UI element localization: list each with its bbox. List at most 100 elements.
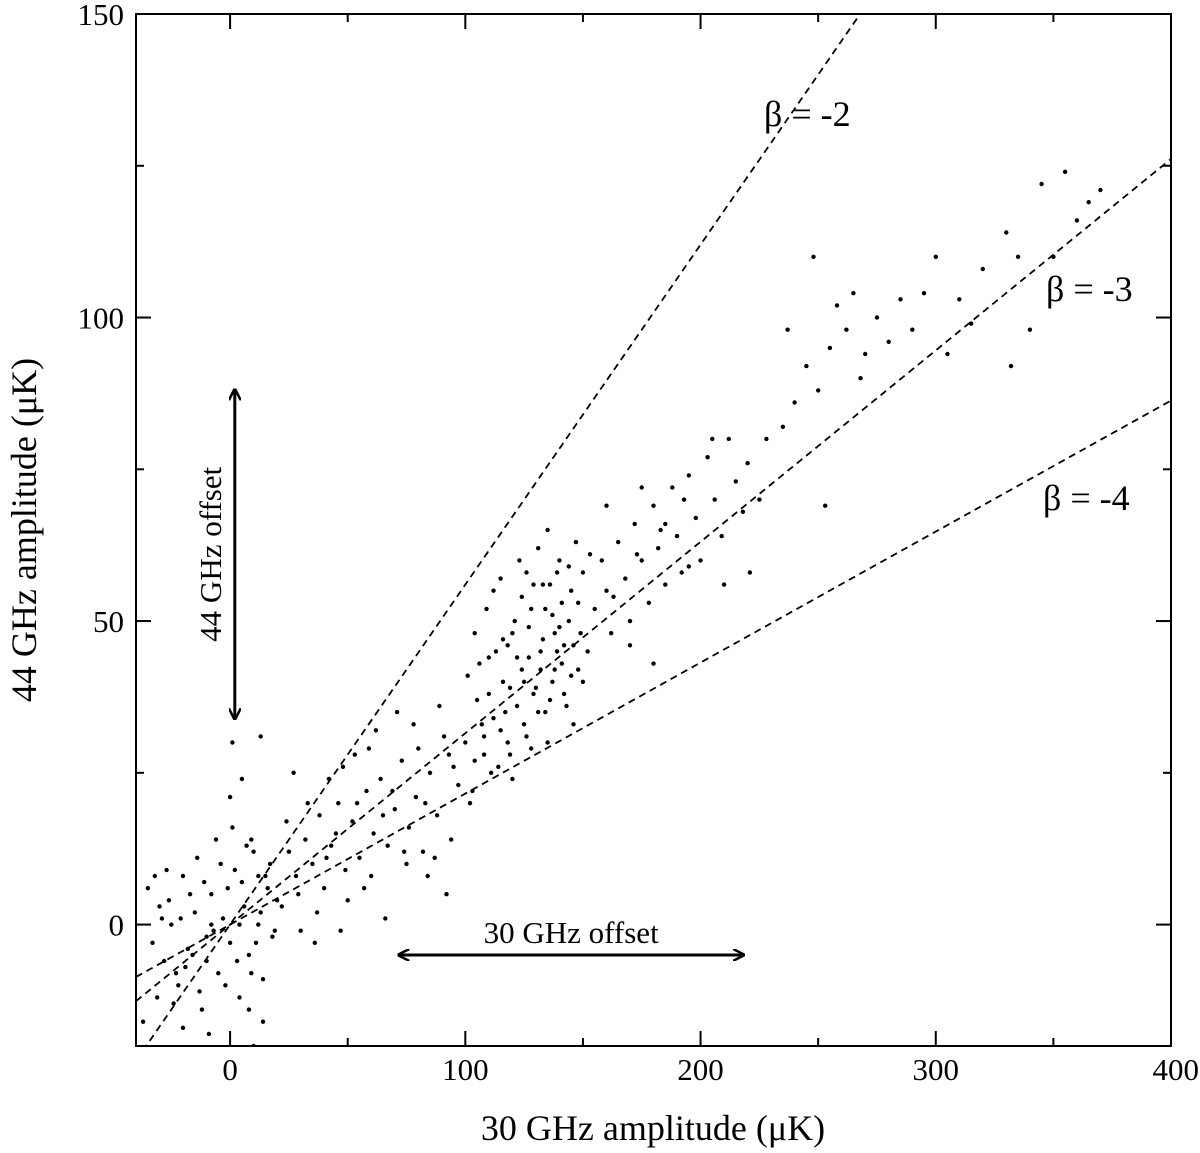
data-point xyxy=(237,995,242,1000)
data-point xyxy=(552,667,557,672)
data-point xyxy=(413,794,419,800)
data-point xyxy=(338,928,343,933)
data-point xyxy=(507,752,513,757)
data-point xyxy=(1027,327,1033,332)
data-point xyxy=(256,922,261,927)
data-point xyxy=(239,776,245,782)
data-point xyxy=(505,740,510,745)
data-point xyxy=(674,533,680,539)
data-point xyxy=(505,643,510,648)
data-point xyxy=(957,297,962,302)
x-tick-label: 300 xyxy=(913,1052,960,1087)
data-point xyxy=(171,1001,176,1006)
data-point xyxy=(265,886,270,891)
data-point xyxy=(536,709,541,715)
data-point xyxy=(844,327,849,332)
data-point xyxy=(945,351,950,357)
beta-line-1 xyxy=(144,14,862,1046)
data-point xyxy=(402,849,407,854)
data-point xyxy=(538,667,543,672)
data-point xyxy=(312,940,317,945)
data-point xyxy=(427,770,433,775)
data-point xyxy=(561,643,567,648)
x-tick-label: 100 xyxy=(442,1052,489,1087)
data-point xyxy=(719,533,724,539)
data-point xyxy=(1098,187,1103,193)
data-point xyxy=(293,873,299,879)
beta-lines xyxy=(136,14,1171,1046)
data-point xyxy=(474,697,480,703)
data-point xyxy=(498,576,503,581)
data-point xyxy=(263,873,268,879)
data-point xyxy=(524,734,529,739)
beta-line-labels: β = -2 β = -3 β = -4 xyxy=(764,94,1133,518)
data-point xyxy=(350,819,355,824)
data-point xyxy=(352,752,357,757)
data-point xyxy=(140,1019,146,1024)
data-point xyxy=(599,558,604,563)
data-point xyxy=(467,801,473,806)
data-point xyxy=(510,776,515,782)
data-point xyxy=(373,728,379,733)
data-point xyxy=(536,546,541,551)
data-point xyxy=(639,485,644,490)
data-point xyxy=(580,570,586,575)
data-point xyxy=(291,770,296,775)
data-point xyxy=(745,461,750,466)
data-point xyxy=(423,801,428,806)
beta-line-2 xyxy=(136,158,1171,1002)
data-point xyxy=(519,594,524,599)
data-point xyxy=(663,521,668,527)
data-point xyxy=(180,873,186,879)
data-point xyxy=(616,539,621,545)
data-point xyxy=(681,497,687,502)
data-point xyxy=(785,327,790,332)
data-point xyxy=(670,485,675,490)
data-point xyxy=(206,1031,212,1037)
data-point xyxy=(816,388,821,393)
data-point xyxy=(757,497,762,502)
data-point xyxy=(209,922,214,927)
data-point xyxy=(526,655,531,660)
data-point xyxy=(550,679,555,684)
data-point xyxy=(303,837,308,842)
data-point xyxy=(921,291,927,296)
data-point xyxy=(479,722,484,727)
data-point xyxy=(314,910,320,915)
data-point xyxy=(632,521,637,527)
x-offset-label: 30 GHz offset xyxy=(484,915,659,950)
data-point xyxy=(489,770,494,775)
data-point xyxy=(592,606,597,612)
data-point xyxy=(698,558,703,563)
data-point xyxy=(246,1007,252,1012)
data-point xyxy=(851,291,856,296)
data-point xyxy=(524,570,529,575)
data-point xyxy=(968,321,974,326)
data-point xyxy=(576,600,581,605)
x-axis-title: 30 GHz amplitude (μK) xyxy=(481,1108,825,1148)
data-point xyxy=(411,722,416,727)
data-point xyxy=(898,297,903,302)
data-point xyxy=(202,879,207,885)
y-tick-label: 0 xyxy=(109,908,125,943)
offset-annotations: 30 GHz offset 44 GHz offset xyxy=(193,390,743,955)
data-point xyxy=(740,509,746,514)
data-point xyxy=(232,867,237,873)
data-point xyxy=(197,989,202,994)
data-point xyxy=(220,916,226,921)
data-point xyxy=(437,703,442,709)
data-point xyxy=(486,691,491,697)
data-point xyxy=(420,849,426,854)
data-point xyxy=(1086,200,1091,205)
data-point xyxy=(305,801,310,806)
data-point xyxy=(503,709,508,715)
data-point xyxy=(173,971,179,976)
data-point xyxy=(249,971,254,976)
beta-line-3 xyxy=(136,399,1171,978)
data-point xyxy=(333,831,339,836)
data-point xyxy=(336,801,341,806)
data-point xyxy=(585,649,590,654)
data-point xyxy=(366,746,372,751)
y-axis-title: 44 GHz amplitude (μK) xyxy=(4,358,44,702)
data-point xyxy=(486,655,491,660)
